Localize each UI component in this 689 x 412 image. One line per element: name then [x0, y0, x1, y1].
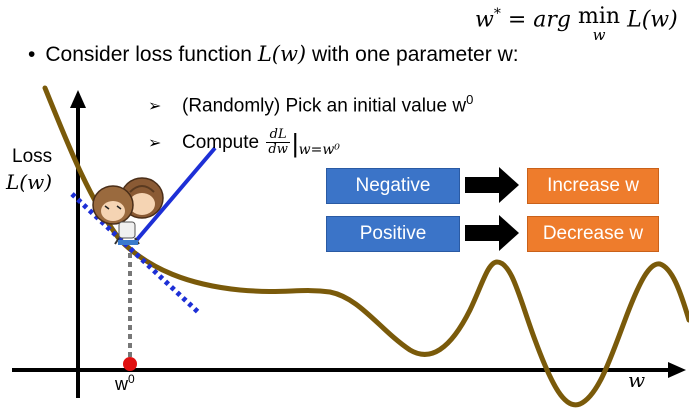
evaluation-bar: |: [291, 127, 299, 158]
formula-arg: arg: [533, 7, 571, 33]
w0-label-sup: 0: [128, 372, 135, 386]
negative-box: Negative: [326, 168, 460, 204]
positive-box: Positive: [326, 216, 460, 252]
derivative-denominator: dw: [268, 142, 288, 158]
step1-sup: 0: [466, 92, 474, 107]
two-cartoon-characters-icon: [92, 177, 164, 245]
derivative-fraction: dL dw: [266, 127, 290, 158]
formula-min: min w: [578, 6, 620, 43]
step2-marker-icon: ➢: [148, 134, 162, 152]
mirror-line: [133, 146, 217, 244]
argmin-formula: w* = arg min w L(w): [475, 6, 678, 43]
step1-marker-icon: ➢: [148, 98, 162, 116]
increase-w-box: Increase w: [527, 168, 659, 204]
derivative-numerator: dL: [266, 127, 290, 144]
formula-equals: =: [507, 7, 527, 33]
step-pick-initial: ➢ (Randomly) Pick an initial value w0: [148, 92, 473, 117]
bullet-dot: •: [28, 43, 36, 66]
decrease-w-box: Decrease w: [527, 216, 659, 252]
loss-curve: [42, 85, 689, 408]
x-axis-label: w: [628, 368, 646, 392]
formula-lhs: w: [475, 7, 494, 33]
step-compute-derivative: ➢ Compute dL dw |w=w⁰: [148, 127, 340, 158]
y-axis-math-label: L(w): [6, 170, 53, 194]
evaluation-subscript: w=w⁰: [298, 141, 340, 158]
y-axis-arrowhead: [70, 90, 86, 108]
formula-fn: L(w): [627, 7, 678, 33]
bullet-line: • Consider loss function L(w) with one pa…: [28, 42, 519, 67]
bullet-suffix: with one parameter w:: [311, 43, 519, 66]
arrow-negative-to-increase: [465, 167, 519, 203]
formula-star: *: [493, 6, 501, 22]
x-axis-arrowhead: [668, 362, 686, 378]
bullet-fn: L(w): [257, 42, 307, 66]
w0-point: [123, 357, 137, 371]
w0-label: w0: [115, 372, 135, 395]
step1-text: (Randomly) Pick an initial value w: [182, 95, 467, 117]
w0-label-text: w: [115, 374, 128, 394]
bullet-prefix: Consider loss function: [45, 43, 252, 66]
formula-min-sub: w: [592, 26, 606, 44]
step2-prefix: Compute: [182, 131, 260, 153]
arrow-positive-to-decrease: [465, 215, 519, 251]
y-axis-label: Loss: [12, 146, 53, 167]
formula-min-text: min: [578, 4, 621, 29]
